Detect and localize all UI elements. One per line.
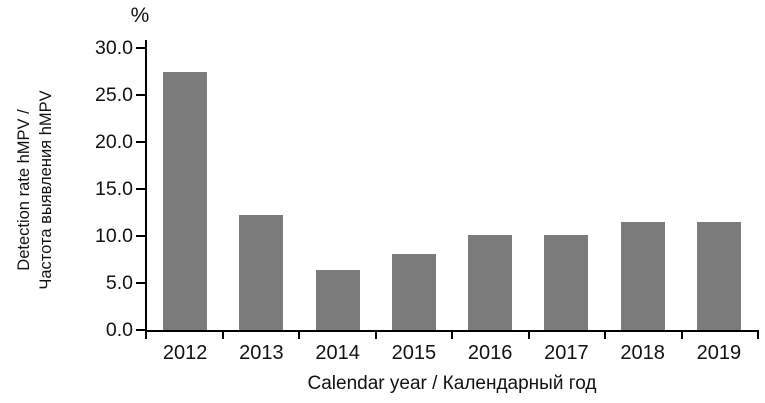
bar-2012 <box>163 71 208 330</box>
y-tick-label: 25.0 <box>95 84 133 106</box>
x-tick-label: 2014 <box>315 342 360 364</box>
x-tick-mark <box>604 332 606 339</box>
y-tick-mark <box>136 94 145 96</box>
y-tick-label: 15.0 <box>95 178 133 200</box>
x-tick-label: 2017 <box>544 342 589 364</box>
bar-2013 <box>239 215 284 330</box>
bar-cell <box>376 48 452 330</box>
y-axis-title-line-1: Detection rate hMPV / <box>15 109 33 271</box>
bar-cell <box>147 48 223 330</box>
x-tick-mark <box>221 332 224 339</box>
bar-2017 <box>544 235 589 330</box>
x-tick-label: 2016 <box>467 342 513 364</box>
x-tick-mark <box>757 332 759 339</box>
y-axis-title-line-2: Частота выявления hMPV <box>37 90 55 290</box>
x-axis-tick-labels: 2012 2013 2014 2015 2016 2017 2018 2019 <box>147 340 757 366</box>
x-tick-label: 2012 <box>162 342 208 364</box>
y-tick-mark <box>136 141 145 143</box>
y-tick-label: 5.0 <box>105 272 133 294</box>
y-tick-mark <box>136 235 145 237</box>
x-tick-mark <box>145 332 147 339</box>
y-axis-unit-label: % <box>130 4 150 27</box>
x-tick-mark <box>374 332 377 339</box>
x-tick-label: 2019 <box>696 342 742 364</box>
y-tick-label: 30.0 <box>95 37 133 59</box>
y-axis-tick-labels: 30.0 25.0 20.0 15.0 10.0 5.0 0.0 <box>55 0 133 403</box>
y-tick-mark <box>136 329 145 331</box>
bar-cell <box>223 48 299 330</box>
y-axis-title: Detection rate hMPV / Частота выявления … <box>13 20 59 360</box>
x-tick-mark <box>298 332 300 339</box>
bar-cell <box>528 48 604 330</box>
y-tick-mark <box>136 47 145 49</box>
x-tick-label: 2015 <box>391 342 437 364</box>
y-tick-label: 20.0 <box>95 131 133 153</box>
y-tick-mark <box>136 282 145 284</box>
x-axis-title: Calendar year / Календарный год <box>307 373 597 394</box>
x-tick-mark <box>527 332 530 339</box>
y-axis-line <box>145 40 147 332</box>
bar-2019 <box>696 221 741 330</box>
x-tick-label: 2013 <box>239 342 284 364</box>
x-tick-label: 2018 <box>620 342 665 364</box>
bar-cell <box>452 48 528 330</box>
bar-cell <box>605 48 681 330</box>
y-tick-label: 0.0 <box>105 319 133 341</box>
bar-cell <box>681 48 757 330</box>
plot-area <box>147 48 757 330</box>
y-tick-mark <box>136 188 145 190</box>
x-tick-mark <box>451 332 453 339</box>
bar-2014 <box>315 269 360 330</box>
bar-2018 <box>620 221 665 330</box>
y-tick-label: 10.0 <box>95 225 133 247</box>
x-tick-mark <box>680 332 683 339</box>
x-axis-line <box>145 330 759 332</box>
bar-2016 <box>468 235 513 330</box>
bar-cell <box>300 48 376 330</box>
bar-2015 <box>391 253 436 330</box>
